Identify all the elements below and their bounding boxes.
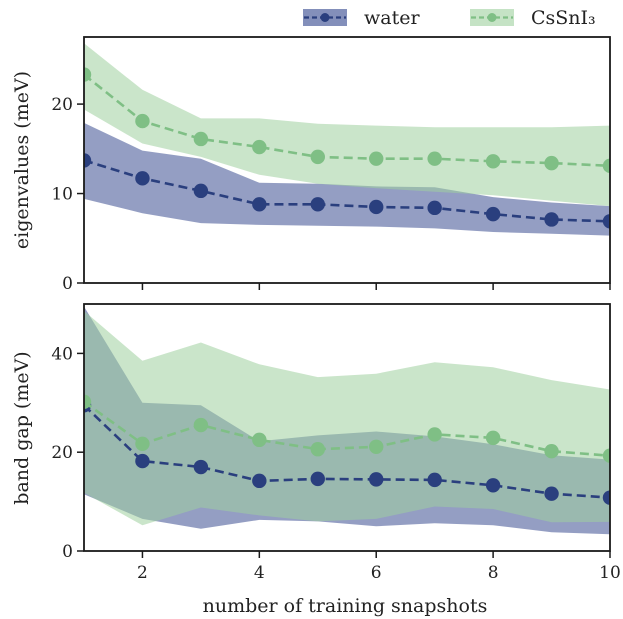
data-point-cssni3 bbox=[369, 439, 384, 454]
plot-area bbox=[84, 306, 610, 535]
data-point-water bbox=[427, 200, 442, 216]
data-point-cssni3 bbox=[310, 442, 325, 457]
data-point-water bbox=[369, 199, 384, 215]
y-tick-label: 40 bbox=[51, 344, 73, 364]
data-point-water bbox=[193, 459, 209, 475]
data-point-water bbox=[427, 472, 442, 488]
data-point-water bbox=[135, 453, 150, 469]
data-point-cssni3 bbox=[193, 417, 209, 433]
data-point-water bbox=[544, 486, 559, 501]
legend-marker bbox=[320, 13, 330, 22]
data-point-water bbox=[602, 214, 610, 229]
data-point-water bbox=[369, 472, 384, 487]
plot-area bbox=[84, 43, 610, 236]
y-tick-label: 20 bbox=[51, 95, 73, 115]
data-point-cssni3 bbox=[602, 448, 610, 463]
data-point-water bbox=[485, 478, 501, 493]
data-point-water bbox=[252, 473, 267, 489]
legend-item-cssni3: CsSnI₃ bbox=[470, 7, 596, 29]
uncertainty-band-water bbox=[84, 122, 610, 236]
data-point-cssni3 bbox=[427, 427, 442, 442]
y-tick-label: 10 bbox=[51, 185, 73, 205]
series-line-water bbox=[84, 159, 610, 223]
legend-marker bbox=[487, 13, 497, 22]
data-point-cssni3 bbox=[193, 131, 209, 147]
data-point-cssni3 bbox=[485, 154, 501, 169]
data-point-cssni3 bbox=[252, 139, 267, 155]
data-point-water bbox=[310, 471, 325, 487]
uncertainty-band-cssni3 bbox=[84, 310, 610, 526]
series-line-cssni3 bbox=[84, 400, 610, 457]
data-point-water bbox=[485, 206, 501, 222]
panel-eigenvalues: 0 10 20 eigenvalues (meV) bbox=[11, 36, 611, 294]
data-point-cssni3 bbox=[544, 444, 559, 459]
data-point-cssni3 bbox=[84, 394, 92, 410]
data-point-cssni3 bbox=[485, 430, 501, 446]
data-point-water bbox=[310, 197, 325, 212]
data-point-water bbox=[544, 212, 559, 227]
y-tick-label: 0 bbox=[62, 274, 73, 294]
axes-frame bbox=[83, 36, 611, 284]
data-point-cssni3 bbox=[369, 151, 384, 166]
data-point-water bbox=[135, 171, 150, 186]
panel-band-gap: 0 20 40 2 4 6 8 10 band gap (meV) bbox=[11, 303, 621, 583]
data-point-cssni3 bbox=[135, 113, 150, 129]
data-point-cssni3 bbox=[544, 155, 559, 171]
data-point-cssni3 bbox=[135, 436, 150, 452]
legend-label: CsSnI₃ bbox=[531, 7, 596, 29]
x-tick-label: 2 bbox=[137, 563, 148, 583]
data-point-cssni3 bbox=[602, 158, 610, 174]
data-point-cssni3 bbox=[427, 151, 442, 166]
uncertainty-band-cssni3 bbox=[84, 43, 610, 207]
y-axis-title: band gap (meV) bbox=[11, 351, 33, 504]
legend: water CsSnI₃ bbox=[303, 7, 596, 29]
series-line-water bbox=[84, 404, 610, 499]
x-axis-title: number of training snapshots bbox=[203, 595, 488, 617]
y-axis-title: eigenvalues (meV) bbox=[11, 71, 33, 249]
axes-frame bbox=[83, 303, 611, 552]
x-tick-label: 10 bbox=[599, 563, 621, 583]
legend-label: water bbox=[364, 7, 420, 29]
data-point-water bbox=[193, 183, 209, 199]
data-point-cssni3 bbox=[310, 149, 325, 165]
legend-item-water: water bbox=[303, 7, 420, 29]
data-point-cssni3 bbox=[252, 432, 267, 448]
x-tick-label: 4 bbox=[254, 563, 265, 583]
x-tick-label: 8 bbox=[488, 563, 499, 583]
y-tick-label: 0 bbox=[62, 542, 73, 562]
series-line-cssni3 bbox=[84, 73, 610, 168]
data-point-water bbox=[84, 153, 92, 168]
data-point-cssni3 bbox=[84, 67, 92, 82]
data-point-water bbox=[252, 197, 267, 212]
y-tick-label: 20 bbox=[51, 443, 73, 463]
data-point-water bbox=[602, 490, 610, 505]
x-tick-label: 6 bbox=[371, 563, 382, 583]
